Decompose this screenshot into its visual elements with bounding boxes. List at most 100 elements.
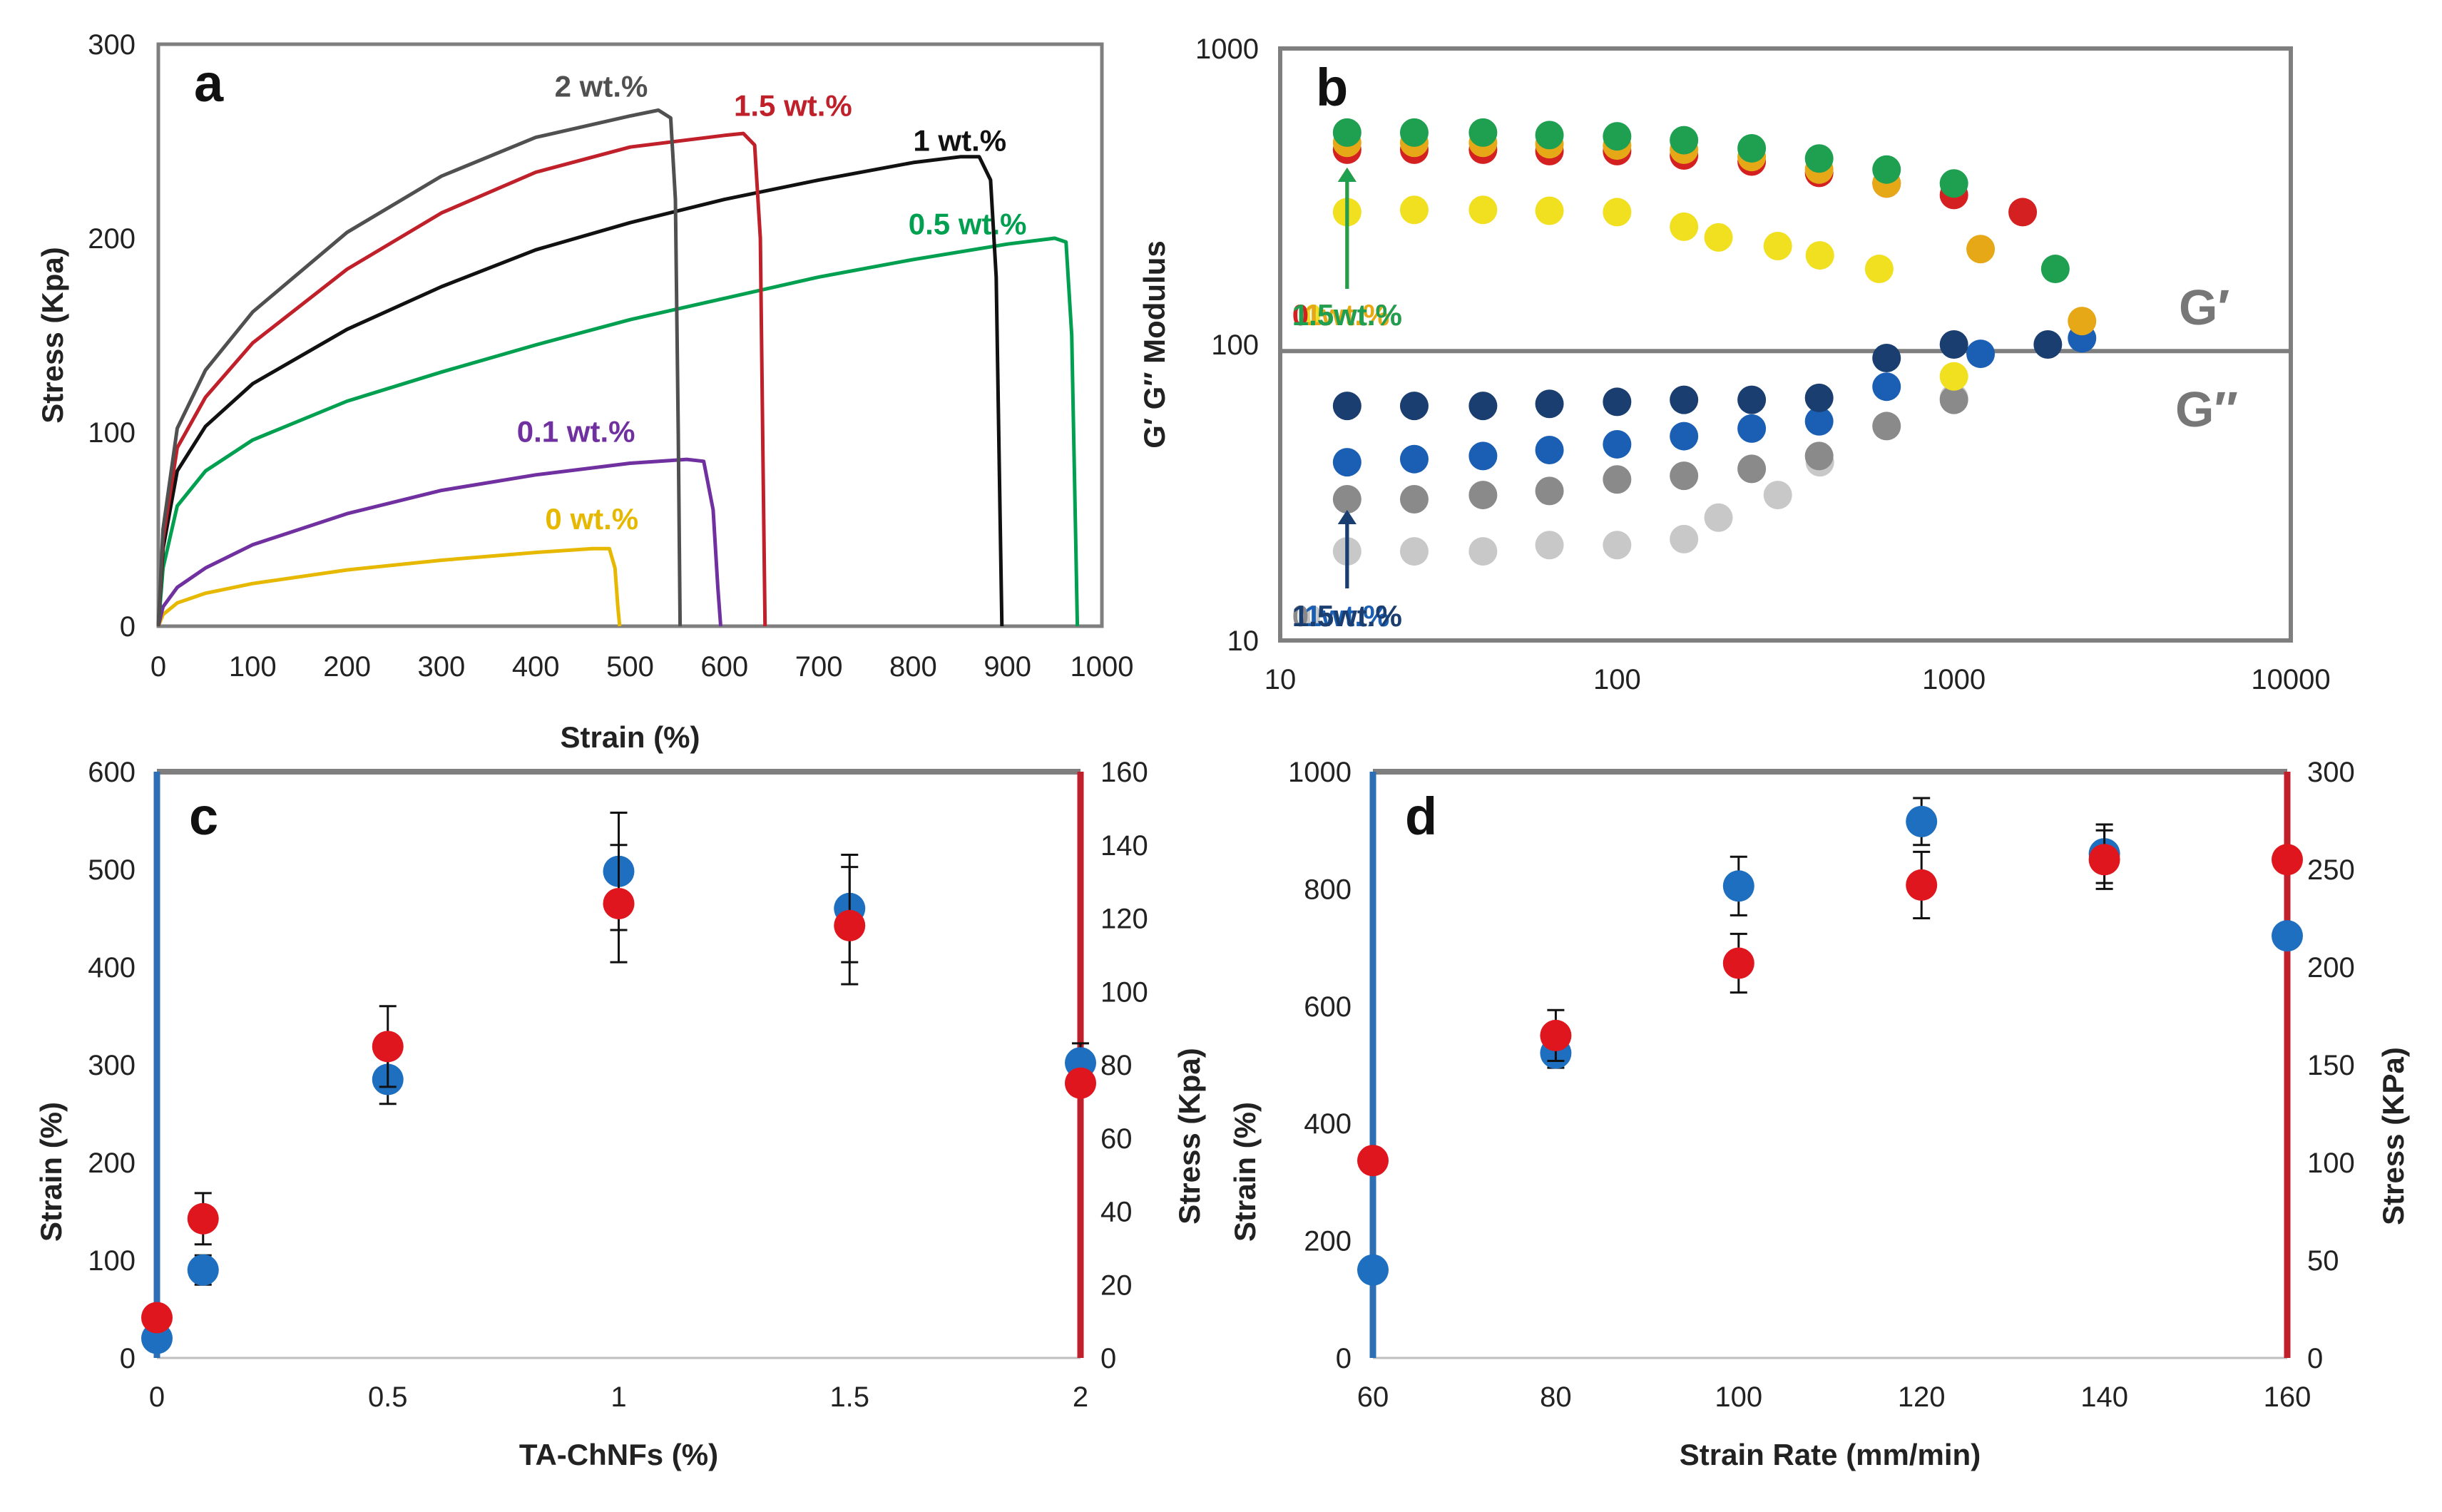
x-tick-label: 10000 <box>2251 664 2330 695</box>
data-point <box>1704 223 1733 252</box>
data-point <box>1332 392 1362 421</box>
series-label: 1wt.% <box>1304 298 1389 332</box>
arrow-head <box>1337 510 1357 524</box>
data-point <box>1603 387 1632 417</box>
data-point <box>1540 1019 1572 1051</box>
data-point <box>1804 383 1834 412</box>
x-tick-label: 0 <box>150 651 166 683</box>
x-tick-label: 100 <box>229 651 277 683</box>
data-point <box>2088 844 2120 876</box>
series-label: 1.5wt.% <box>1292 599 1402 633</box>
plot-frame <box>1278 46 2293 643</box>
data-point <box>1939 362 1968 391</box>
data-point <box>1670 461 1699 491</box>
data-point <box>1468 441 1498 471</box>
data-point <box>1332 448 1362 477</box>
x-axis-title: TA-ChNFs (%) <box>519 1438 718 1471</box>
x-tick-label: 700 <box>795 651 843 683</box>
data-point <box>1966 235 1996 264</box>
data-point <box>1670 385 1699 414</box>
data-point <box>1722 947 1754 979</box>
data-point <box>1468 537 1498 566</box>
data-point <box>1872 155 1901 184</box>
y-left-tick-label: 600 <box>1304 991 1352 1023</box>
data-point <box>1535 196 1564 225</box>
series-label: 0.5 wt.% <box>909 208 1027 241</box>
data-point <box>1535 121 1564 150</box>
x-tick-label: 160 <box>2264 1381 2311 1413</box>
data-point <box>1906 805 1938 837</box>
data-point <box>1670 422 1699 451</box>
x-tick-label: 200 <box>323 651 371 683</box>
data-point <box>1966 339 1996 369</box>
y-right-tick-label: 0 <box>1100 1343 1116 1374</box>
y-right-tick-label: 0 <box>2307 1343 2323 1374</box>
y-right-tick-label: 50 <box>2307 1245 2339 1277</box>
g-double-prime-label: G″ <box>2175 382 2238 437</box>
data-point <box>1805 241 1834 270</box>
data-point <box>1357 1145 1389 1177</box>
y-tick-label: 200 <box>88 223 136 255</box>
y-right-tick-label: 200 <box>2307 952 2355 984</box>
data-point <box>1535 435 1564 464</box>
data-point <box>1468 118 1498 147</box>
data-point <box>1763 481 1792 510</box>
data-point <box>1603 531 1632 560</box>
data-point <box>1722 870 1754 902</box>
x-tick-label: 0.5 <box>368 1381 408 1413</box>
data-point <box>1939 330 1968 359</box>
g-prime-label: G′ <box>2179 280 2229 335</box>
y-right-tick-label: 100 <box>2307 1148 2355 1179</box>
y-tick-label: 100 <box>88 417 136 449</box>
data-point <box>1737 414 1767 443</box>
plot-frame <box>156 42 1104 628</box>
data-point <box>1399 195 1429 225</box>
y-right-tick-label: 20 <box>1100 1270 1133 1301</box>
y-tick-label: 0 <box>120 611 136 643</box>
panel-a: 0 100 200 300 400 500 600 700 800 900 1000 0 100 200 3… <box>36 29 1133 754</box>
panel-b: 10 100 1000 100001010010000wt.%0.5wt.%1wt.%… <box>1138 34 2331 695</box>
data-point <box>603 887 635 919</box>
data-point <box>1872 343 1901 372</box>
series-label: 1wt.% <box>1304 599 1389 633</box>
y-tick-label: 10 <box>1227 625 1260 657</box>
x-axis-title: Strain (%) <box>560 720 700 754</box>
x-tick-label: 2 <box>1073 1381 1088 1413</box>
data-point <box>1804 144 1834 173</box>
data-point <box>1737 133 1767 163</box>
data-point <box>1468 195 1498 225</box>
data-point <box>1399 444 1429 474</box>
series-label: 0.1 wt.% <box>517 415 635 449</box>
panel-d: 60 80 100 120 140 160 0 200 400 600 800 1000 0 50 100 1… <box>1228 757 2410 1471</box>
x-tick-label: 900 <box>984 651 1031 683</box>
y-right-tick-label: 300 <box>2307 757 2355 788</box>
y-right-tick-label: 80 <box>1100 1050 1133 1081</box>
data-point <box>1872 412 1901 441</box>
data-point <box>1737 454 1767 484</box>
y-left-axis-title: Strain (%) <box>34 1102 68 1242</box>
y-left-tick-label: 200 <box>1304 1226 1352 1257</box>
x-tick-label: 100 <box>1593 664 1641 695</box>
data-point <box>1399 537 1429 566</box>
data-point <box>1670 524 1699 553</box>
data-point <box>1704 503 1733 532</box>
data-point <box>1332 118 1362 147</box>
data-point <box>1939 169 1968 198</box>
data-point <box>2033 330 2063 359</box>
y-left-tick-label: 0 <box>120 1343 136 1374</box>
data-point <box>1603 465 1632 494</box>
data-point <box>1737 385 1767 414</box>
y-tick-label: 300 <box>88 29 136 61</box>
series-label: 1.5wt.% <box>1292 298 1402 332</box>
data-point <box>2272 920 2303 952</box>
y-tick-label: 100 <box>1211 330 1259 361</box>
y-left-tick-label: 300 <box>88 1050 136 1081</box>
series-label: 0.5wt.% <box>1292 298 1402 332</box>
y-left-axis-title: Strain (%) <box>1228 1102 1262 1242</box>
y-left-tick-label: 200 <box>88 1148 136 1179</box>
data-point <box>1535 531 1564 560</box>
y-left-tick-label: 600 <box>88 757 136 788</box>
y-right-tick-label: 60 <box>1100 1123 1133 1155</box>
data-point <box>1872 372 1901 402</box>
data-point <box>1804 407 1834 436</box>
